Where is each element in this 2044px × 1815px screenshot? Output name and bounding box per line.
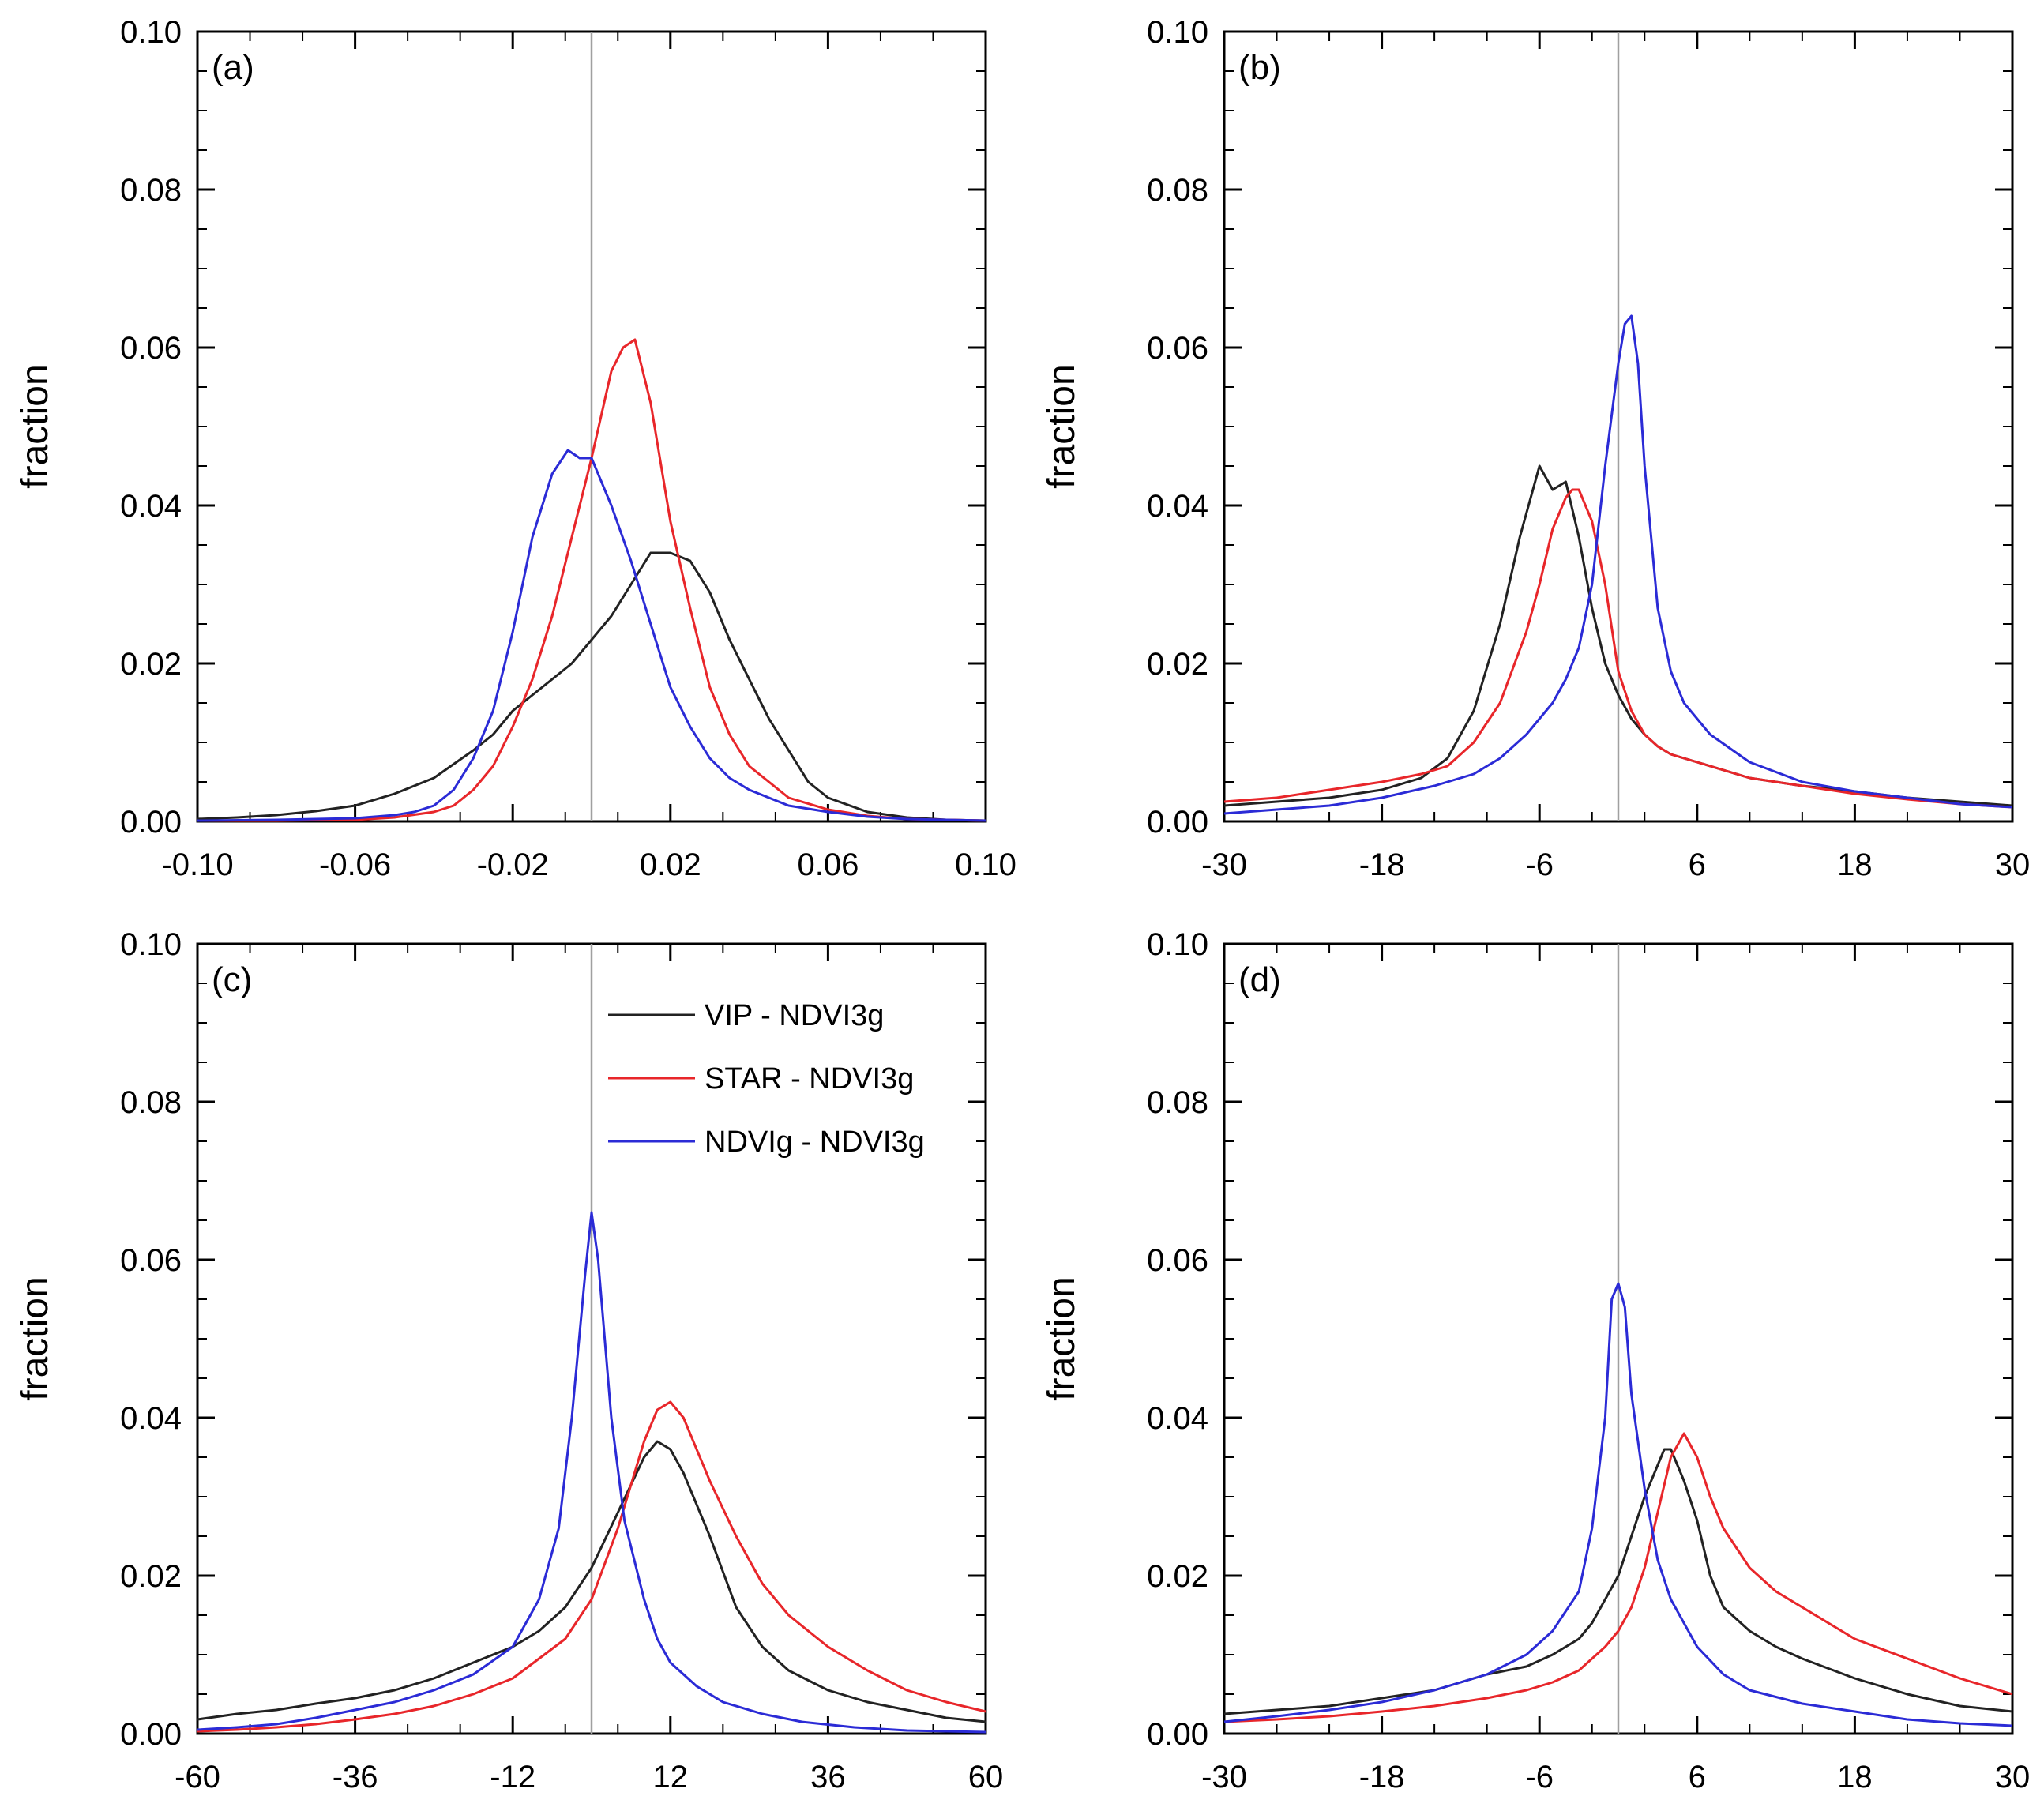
y-axis-label: fraction: [1041, 364, 1083, 488]
x-tick-label: 0.06: [797, 847, 859, 882]
y-tick-label: 0.02: [120, 647, 182, 682]
y-tick-label: 0.10: [120, 15, 182, 50]
x-tick-label: -6: [1525, 1760, 1554, 1794]
x-tick-label: 0.02: [640, 847, 701, 882]
y-tick-label: 0.08: [1147, 173, 1208, 208]
x-tick-label: 6: [1689, 1760, 1706, 1794]
panel-b: -30 -18 -6 6 18 30 0.00 0.02 0.04 0.06 0.08 0.10 fra…: [1041, 15, 2030, 882]
y-tick-label: 0.00: [120, 1717, 182, 1752]
series-line-2: [197, 1211, 986, 1734]
y-axis-label: fraction: [14, 364, 56, 488]
legend-entry: NDVIg - NDVI3g: [705, 1125, 925, 1159]
series-line-2: [1223, 314, 2013, 815]
panel-a: -0.10 -0.06 -0.02 0.02 0.06 0.10 0.00 0.02 0.04 0…: [14, 15, 1016, 882]
x-tick-label: -12: [490, 1760, 535, 1794]
y-tick-label: 0.08: [120, 173, 182, 208]
y-tick-label: 0.02: [120, 1559, 182, 1594]
x-tick-label: 12: [653, 1760, 689, 1794]
y-tick-label: 0.04: [1147, 489, 1208, 524]
x-tick-label: -30: [1201, 847, 1247, 882]
x-tick-label: -6: [1525, 847, 1554, 882]
y-tick-label: 0.00: [1147, 1717, 1208, 1752]
x-tick-label: -30: [1201, 1760, 1247, 1794]
series-line-1: [197, 1400, 986, 1733]
series-line-1: [1223, 1432, 2013, 1723]
y-tick-label: 0.02: [1147, 647, 1208, 682]
panel-label: (b): [1238, 48, 1281, 87]
x-tick-label: -0.06: [319, 847, 391, 882]
y-tick-label: 0.04: [120, 1401, 182, 1436]
legend-entry: VIP - NDVI3g: [705, 999, 884, 1032]
x-tick-label: -18: [1359, 847, 1405, 882]
y-tick-label: 0.04: [120, 489, 182, 524]
y-tick-label: 0.02: [1147, 1559, 1208, 1594]
series-line-2: [1223, 1282, 2013, 1727]
x-tick-label: 18: [1837, 847, 1873, 882]
y-tick-label: 0.00: [120, 805, 182, 840]
legend-entry: STAR - NDVI3g: [705, 1062, 914, 1095]
panel-label: (d): [1238, 960, 1281, 999]
y-tick-label: 0.06: [1147, 1243, 1208, 1278]
y-tick-label: 0.06: [120, 331, 182, 366]
series-line-0: [197, 551, 986, 822]
panel-d: -30 -18 -6 6 18 30 0.00 0.02 0.04 0.06 0.08 0.10 fra…: [1041, 927, 2030, 1794]
x-tick-label: -60: [175, 1760, 220, 1794]
x-tick-label: -18: [1359, 1760, 1405, 1794]
panel-label: (a): [212, 48, 254, 87]
y-axis-label: fraction: [14, 1276, 56, 1400]
x-tick-label: -36: [333, 1760, 378, 1794]
x-tick-label: 36: [810, 1760, 846, 1794]
x-tick-label: -0.02: [477, 847, 549, 882]
x-tick-label: 6: [1689, 847, 1706, 882]
y-tick-label: 0.06: [120, 1243, 182, 1278]
y-tick-label: 0.10: [1147, 15, 1208, 50]
x-tick-label: 60: [968, 1760, 1004, 1794]
x-tick-label: 30: [1995, 1760, 2031, 1794]
y-tick-label: 0.08: [120, 1085, 182, 1120]
series-line-2: [197, 449, 986, 822]
series-line-1: [197, 338, 986, 822]
y-tick-label: 0.06: [1147, 331, 1208, 366]
y-tick-label: 0.10: [120, 927, 182, 962]
x-tick-label: -0.10: [161, 847, 233, 882]
y-tick-label: 0.04: [1147, 1401, 1208, 1436]
y-axis-label: fraction: [1041, 1276, 1083, 1400]
x-tick-label: 18: [1837, 1760, 1873, 1794]
x-tick-label: 30: [1995, 847, 2031, 882]
y-tick-label: 0.00: [1147, 805, 1208, 840]
series-line-1: [1223, 488, 2013, 809]
panel-label: (c): [212, 960, 252, 999]
y-tick-label: 0.10: [1147, 927, 1208, 962]
y-tick-label: 0.08: [1147, 1085, 1208, 1120]
panel-c: -60 -36 -12 12 36 60 0.00 0.02 0.04 0.06 0.08 0.10 f…: [14, 927, 1003, 1794]
x-tick-label: 0.10: [955, 847, 1016, 882]
